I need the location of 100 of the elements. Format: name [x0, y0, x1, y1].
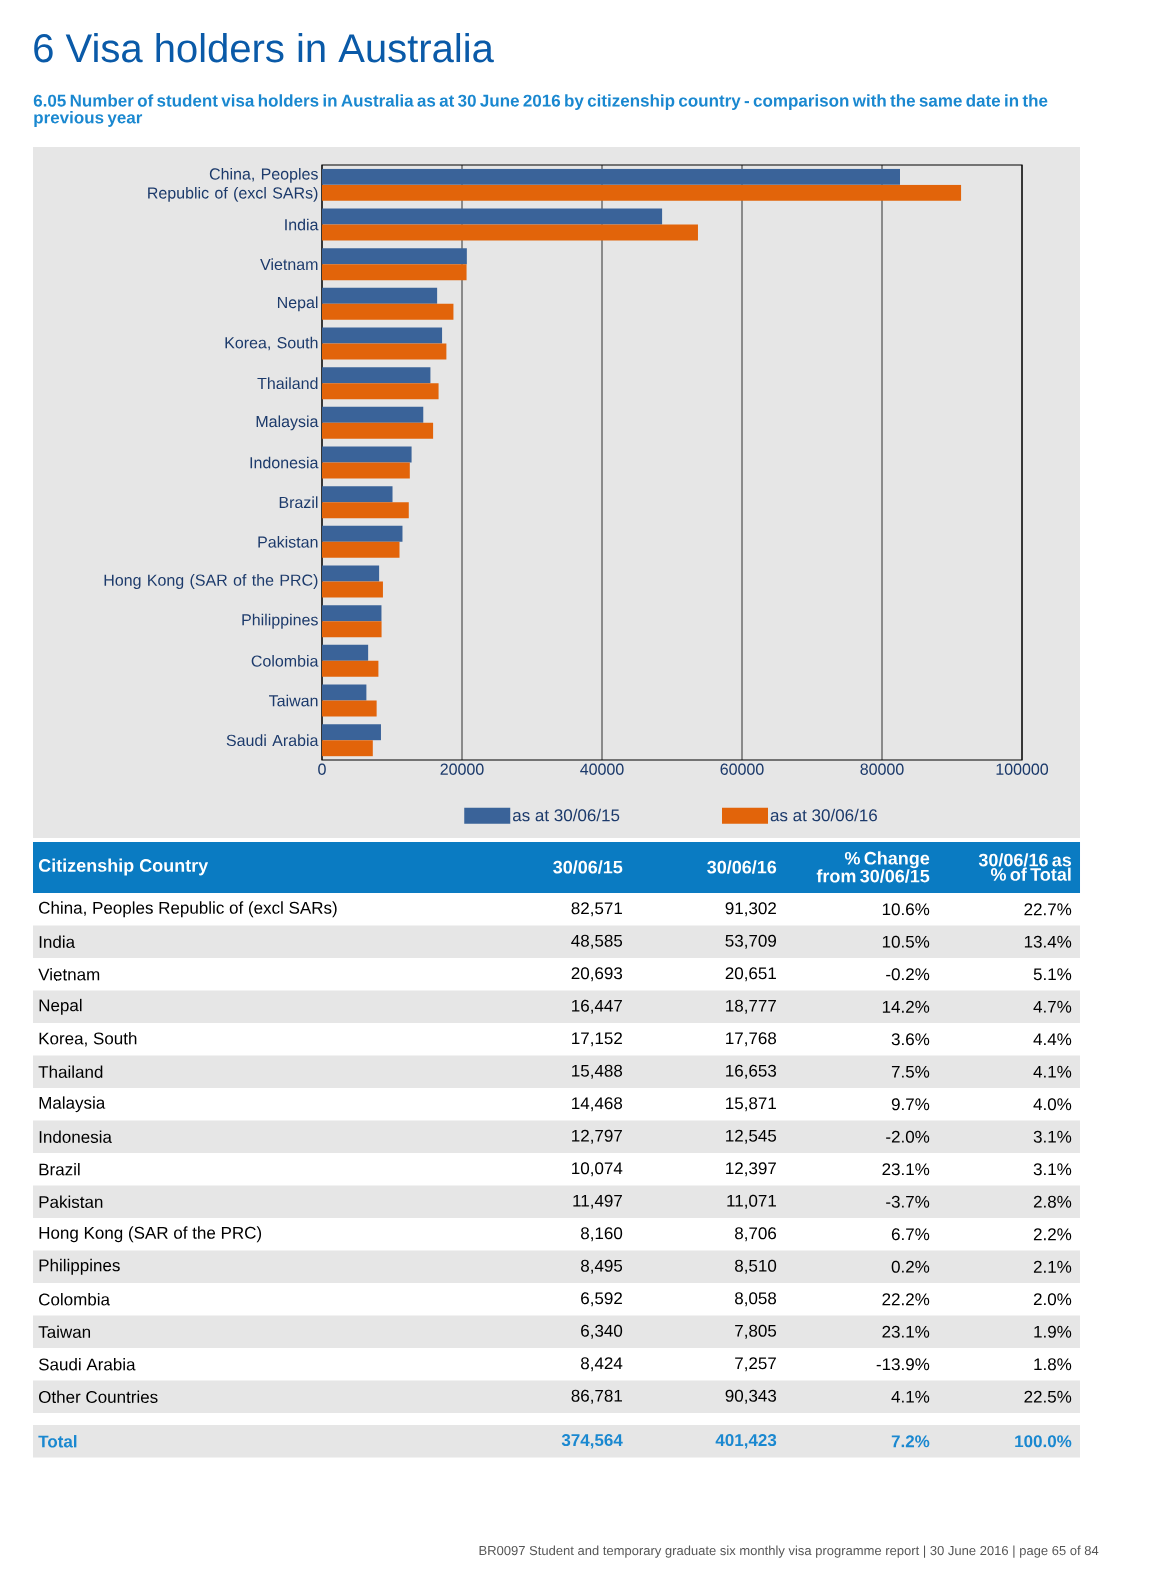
- y-tick-label: Korea, South: [225, 336, 318, 351]
- text: 10.5%: [882, 935, 930, 948]
- text: -2.0%: [886, 1130, 930, 1143]
- bar: [322, 565, 380, 582]
- text: 13.4%: [1024, 935, 1072, 948]
- bar: [322, 486, 393, 503]
- category-label: Citizenship Country: [38, 858, 209, 876]
- y-tick-label: Colombia: [251, 654, 319, 667]
- text: 7.5%: [891, 1065, 930, 1078]
- bar: [322, 248, 467, 265]
- text: 17,768: [726, 1032, 777, 1047]
- category-label: 30/06/16: [707, 860, 777, 874]
- bar: [322, 621, 382, 638]
- text: 4.1%: [891, 1390, 930, 1403]
- text: 5.1%: [1033, 968, 1072, 981]
- text: 4.0%: [1033, 1098, 1072, 1111]
- text: 91,302: [725, 902, 776, 917]
- text: 82,571: [571, 902, 622, 917]
- category-label: 30/06/15: [553, 860, 623, 874]
- bar: [322, 700, 377, 717]
- text: 11,497: [573, 1194, 622, 1209]
- y-tick-label: Hong Kong (SAR of the PRC): [104, 574, 318, 589]
- bar: [322, 502, 409, 519]
- bar: [322, 660, 379, 677]
- text: 0.2%: [891, 1260, 930, 1273]
- text: Colombia: [39, 1293, 110, 1306]
- chart-title: 6 Visa holders in Australia: [34, 33, 494, 63]
- text: 8,160: [581, 1227, 623, 1242]
- text: 7.2%: [891, 1435, 930, 1448]
- bar: [322, 367, 431, 384]
- text: Vietnam: [38, 968, 100, 981]
- text: 10,074: [572, 1162, 623, 1177]
- text: Taiwan: [38, 1325, 91, 1339]
- text: 1.9%: [1034, 1325, 1072, 1338]
- text: 18,777: [726, 999, 776, 1014]
- bar: [322, 383, 439, 400]
- text: 17,152: [572, 1032, 622, 1047]
- text: 16,653: [726, 1064, 777, 1079]
- text: 7,805: [735, 1324, 777, 1339]
- y-tick-label: Thailand: [257, 377, 318, 390]
- bar: [322, 605, 382, 622]
- legend-label: as at 30/06/16: [770, 808, 877, 822]
- text: 2.1%: [1033, 1260, 1072, 1273]
- text: -13.9%: [876, 1358, 930, 1371]
- text: 12,397: [726, 1162, 776, 1177]
- text: -3.7%: [886, 1195, 930, 1208]
- text: 1.8%: [1034, 1358, 1072, 1371]
- text: Thailand: [38, 1065, 103, 1079]
- text: 23.1%: [882, 1325, 930, 1338]
- bar: [322, 541, 400, 558]
- text: 3.6%: [891, 1033, 930, 1046]
- text: 3.1%: [1033, 1163, 1072, 1176]
- bar: [322, 462, 410, 479]
- text: 8,495: [581, 1259, 623, 1274]
- x-tick-label: 40000: [580, 763, 624, 775]
- text: Hong Kong (SAR of the PRC): [39, 1226, 262, 1243]
- text: 15,871: [726, 1097, 776, 1112]
- text: Philippines: [39, 1258, 120, 1275]
- text: 22.2%: [882, 1293, 930, 1306]
- text: 374,564: [561, 1434, 623, 1449]
- bar: [322, 581, 383, 598]
- y-tick-label: Malaysia: [256, 415, 319, 431]
- text: 53,709: [725, 934, 776, 949]
- x-tick-label: 20000: [440, 763, 484, 775]
- text: 86,781: [571, 1389, 622, 1404]
- text: 20,651: [725, 967, 776, 982]
- y-tick-label: Brazil: [279, 496, 318, 509]
- text: 9.7%: [891, 1098, 930, 1111]
- legend-label: as at 30/06/15: [512, 808, 620, 822]
- bar: [322, 303, 454, 320]
- y-tick-label: China, Peoples Republic of (excl SARs): [148, 167, 318, 202]
- bar: [322, 406, 424, 423]
- bar: [322, 446, 412, 463]
- bar: [322, 740, 373, 757]
- y-tick-label: Philippines: [242, 613, 318, 629]
- text: Other Countries: [39, 1390, 158, 1404]
- text: 4.7%: [1033, 1000, 1072, 1013]
- text: 2.2%: [1033, 1228, 1072, 1241]
- text: Pakistan: [39, 1195, 103, 1209]
- text: BR0097 Student and temporary graduate six monthly visa programme report | 30 June 2016 | page 65 of 84: [479, 1545, 1099, 1558]
- text: 8,058: [735, 1292, 777, 1307]
- y-tick-label: Indonesia: [250, 456, 319, 469]
- bar: [322, 184, 962, 201]
- text: Nepal: [39, 998, 82, 1015]
- text: 10.6%: [882, 903, 930, 916]
- bar: [322, 343, 447, 360]
- text: Indonesia: [39, 1130, 112, 1144]
- text: 7,257: [735, 1357, 776, 1372]
- text: 8,510: [735, 1259, 777, 1274]
- bar: [322, 168, 901, 185]
- text: 6,340: [581, 1324, 623, 1339]
- y-tick-label: Saudi Arabia: [226, 734, 319, 747]
- text: Brazil: [39, 1163, 80, 1176]
- bar: [322, 287, 438, 304]
- category-label: % Change from 30/06/15: [816, 851, 930, 883]
- y-tick-label: Vietnam: [260, 258, 318, 271]
- text: 23.1%: [882, 1163, 930, 1176]
- text: 2.0%: [1033, 1293, 1072, 1306]
- bar: [322, 208, 663, 225]
- text: 15,488: [572, 1064, 623, 1079]
